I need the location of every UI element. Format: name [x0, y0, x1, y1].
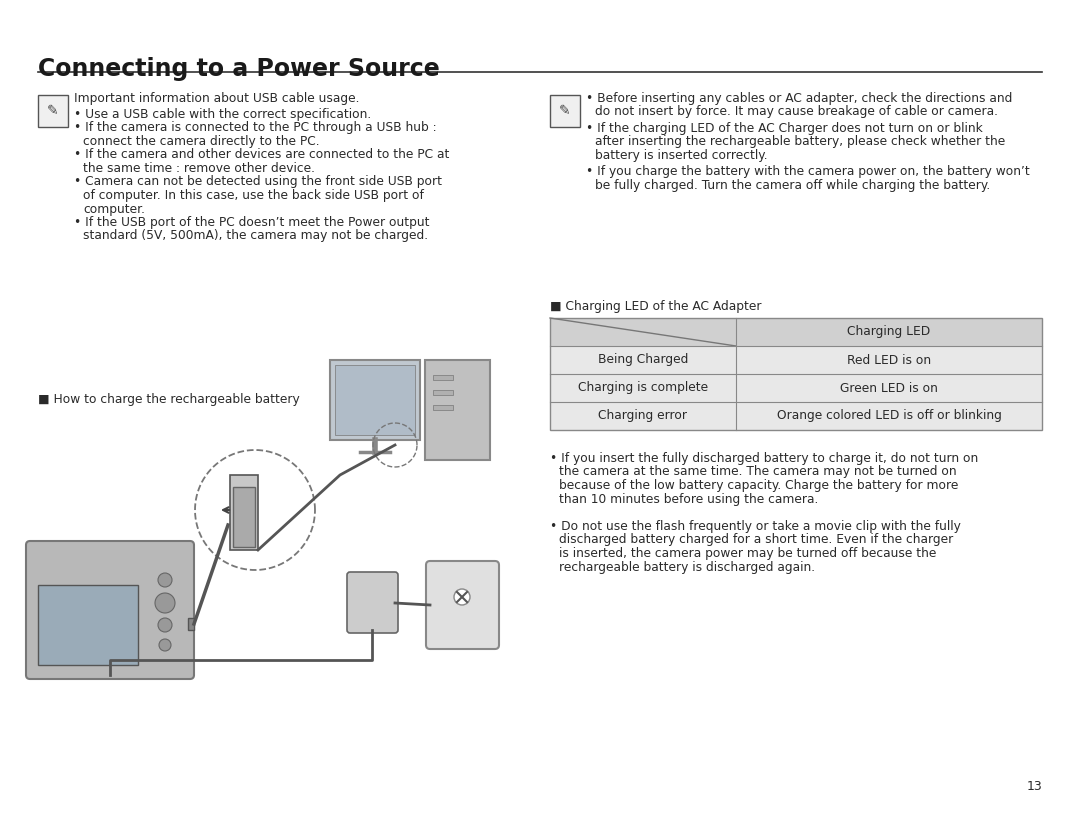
- Bar: [550, 318, 1042, 346]
- Text: 13: 13: [1026, 780, 1042, 793]
- Bar: [38, 585, 138, 665]
- Bar: [335, 365, 415, 435]
- Bar: [233, 487, 255, 547]
- Text: Being Charged: Being Charged: [598, 354, 688, 367]
- Circle shape: [454, 589, 470, 605]
- Text: discharged battery charged for a short time. Even if the charger: discharged battery charged for a short t…: [559, 534, 954, 547]
- Text: • Do not use the flash frequently or take a movie clip with the fully: • Do not use the flash frequently or tak…: [550, 520, 961, 533]
- Bar: [330, 360, 420, 440]
- Text: • Before inserting any cables or AC adapter, check the directions and: • Before inserting any cables or AC adap…: [586, 92, 1012, 105]
- Bar: [550, 402, 1042, 430]
- Text: ✎: ✎: [48, 104, 58, 118]
- Bar: [426, 360, 490, 460]
- Text: the camera at the same time. The camera may not be turned on: the camera at the same time. The camera …: [559, 465, 957, 478]
- Text: of computer. In this case, use the back side USB port of: of computer. In this case, use the back …: [83, 189, 423, 202]
- Text: • If the camera is connected to the PC through a USB hub :: • If the camera is connected to the PC t…: [75, 121, 436, 134]
- Bar: [433, 390, 453, 395]
- Text: Charging is complete: Charging is complete: [578, 381, 708, 394]
- Circle shape: [159, 639, 171, 651]
- Text: • If the USB port of the PC doesn’t meet the Power output: • If the USB port of the PC doesn’t meet…: [75, 216, 430, 229]
- Text: is inserted, the camera power may be turned off because the: is inserted, the camera power may be tur…: [559, 547, 936, 560]
- Bar: [230, 475, 258, 550]
- Text: • If you insert the fully discharged battery to charge it, do not turn on: • If you insert the fully discharged bat…: [550, 452, 978, 465]
- Text: • If you charge the battery with the camera power on, the battery won’t: • If you charge the battery with the cam…: [586, 165, 1029, 178]
- Text: Green LED is on: Green LED is on: [840, 381, 937, 394]
- FancyBboxPatch shape: [347, 572, 399, 633]
- Bar: [550, 374, 1042, 402]
- Text: • Use a USB cable with the correct specification.: • Use a USB cable with the correct speci…: [75, 108, 372, 121]
- Text: standard (5V, 500mA), the camera may not be charged.: standard (5V, 500mA), the camera may not…: [83, 230, 428, 243]
- Text: Charging error: Charging error: [598, 409, 688, 422]
- Text: ✎: ✎: [559, 104, 571, 118]
- FancyBboxPatch shape: [426, 561, 499, 649]
- Text: the same time : remove other device.: the same time : remove other device.: [83, 162, 315, 175]
- Text: • Camera can not be detected using the front side USB port: • Camera can not be detected using the f…: [75, 175, 442, 188]
- Text: be fully charged. Turn the camera off while charging the battery.: be fully charged. Turn the camera off wh…: [595, 179, 990, 192]
- Bar: [550, 346, 1042, 374]
- Text: • If the charging LED of the AC Charger does not turn on or blink: • If the charging LED of the AC Charger …: [586, 122, 983, 135]
- Text: Orange colored LED is off or blinking: Orange colored LED is off or blinking: [777, 409, 1001, 422]
- Text: battery is inserted correctly.: battery is inserted correctly.: [595, 149, 768, 162]
- Bar: [550, 318, 1042, 430]
- Circle shape: [156, 593, 175, 613]
- Text: ■ Charging LED of the AC Adapter: ■ Charging LED of the AC Adapter: [550, 300, 761, 313]
- Text: Charging LED: Charging LED: [848, 325, 931, 338]
- Text: computer.: computer.: [83, 202, 145, 215]
- Bar: [433, 375, 453, 380]
- Bar: [433, 405, 453, 410]
- FancyBboxPatch shape: [26, 541, 194, 679]
- Bar: [550, 95, 580, 127]
- Text: after inserting the rechargeable battery, please check whether the: after inserting the rechargeable battery…: [595, 135, 1005, 148]
- Text: Connecting to a Power Source: Connecting to a Power Source: [38, 57, 440, 81]
- Circle shape: [158, 618, 172, 632]
- Text: connect the camera directly to the PC.: connect the camera directly to the PC.: [83, 135, 320, 148]
- Text: Red LED is on: Red LED is on: [847, 354, 931, 367]
- Bar: [188, 618, 194, 630]
- Text: rechargeable battery is discharged again.: rechargeable battery is discharged again…: [559, 561, 815, 574]
- Text: than 10 minutes before using the camera.: than 10 minutes before using the camera.: [559, 492, 819, 505]
- Text: Important information about USB cable usage.: Important information about USB cable us…: [75, 92, 360, 105]
- Text: because of the low battery capacity. Charge the battery for more: because of the low battery capacity. Cha…: [559, 479, 958, 492]
- Text: do not insert by force. It may cause breakage of cable or camera.: do not insert by force. It may cause bre…: [595, 105, 998, 118]
- Text: • If the camera and other devices are connected to the PC at: • If the camera and other devices are co…: [75, 148, 449, 161]
- Text: ■ How to charge the rechargeable battery: ■ How to charge the rechargeable battery: [38, 393, 300, 406]
- Circle shape: [158, 573, 172, 587]
- Bar: [38, 95, 68, 127]
